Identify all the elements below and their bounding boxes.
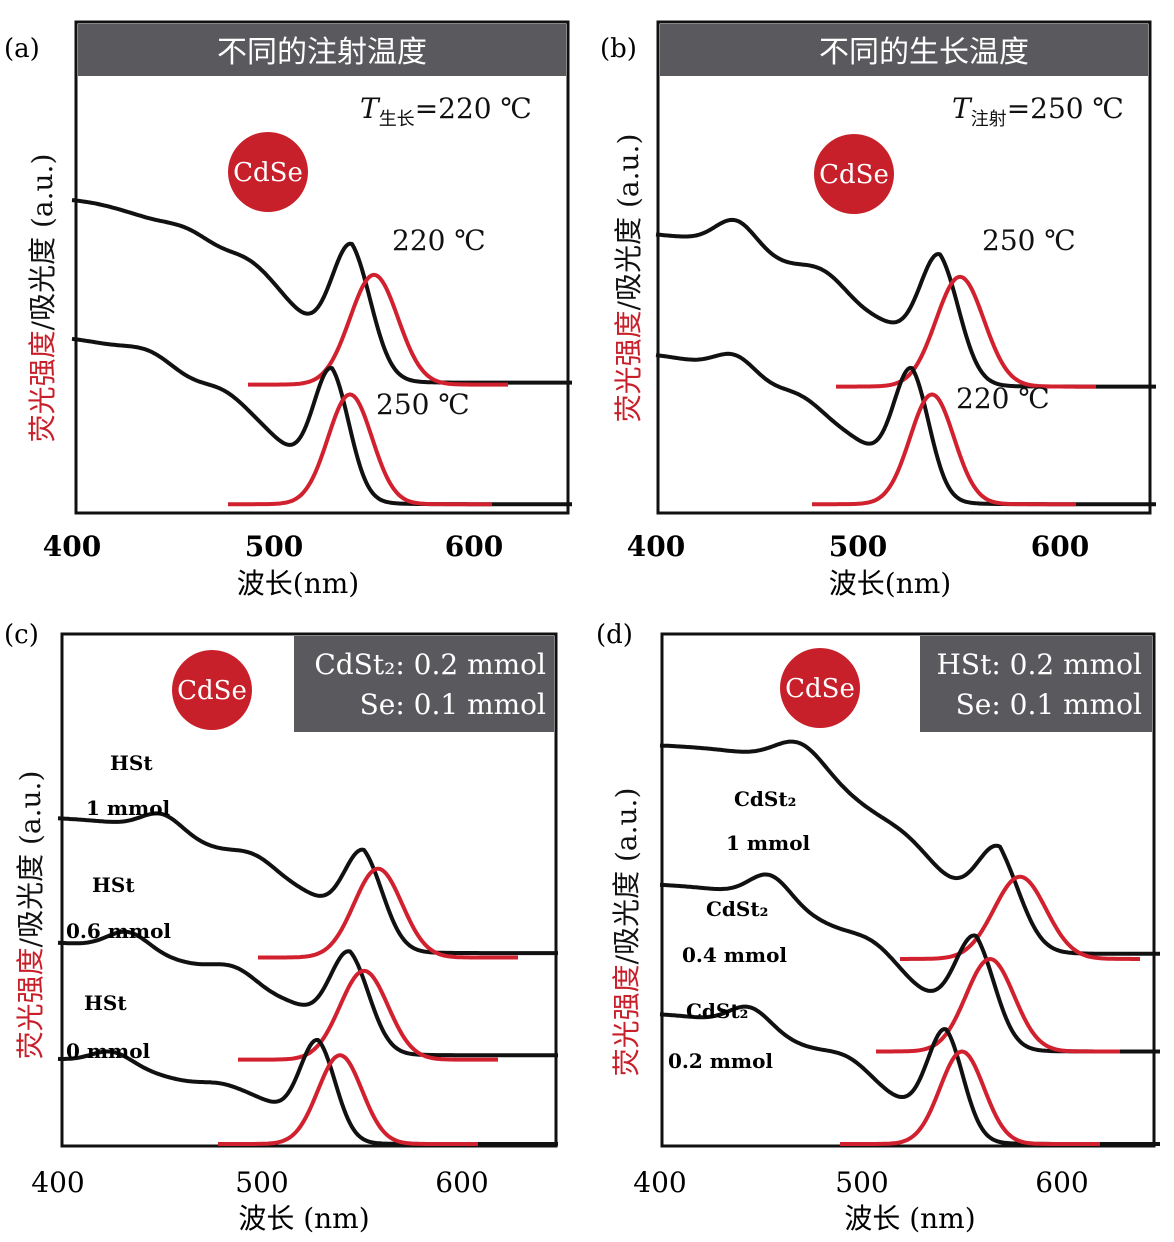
pl-curve-c-0 <box>258 866 518 960</box>
pl-curve-d-1 <box>876 957 1120 1054</box>
header-bar-a <box>78 24 566 76</box>
absorbance-curve-c-0 <box>57 811 558 956</box>
absorbance-curve-c-1 <box>57 929 558 1058</box>
series-label-c-2-bottom: 0 mmol <box>66 1039 151 1063</box>
curves-b <box>655 217 1156 507</box>
pl-curve-b-1 <box>812 392 1076 507</box>
x-tick-d-400: 400 <box>633 1166 686 1199</box>
x-axis-label-b: 波长(nm) <box>829 567 951 600</box>
panel-label-d: (d) <box>596 620 633 650</box>
pl-curve-c-1 <box>238 968 498 1062</box>
condition-box-c <box>294 636 554 732</box>
x-tick-c-500: 500 <box>235 1166 288 1199</box>
plot-frame-b <box>656 20 1152 515</box>
x-tick-b-500: 500 <box>829 530 887 563</box>
pl-curve-d-2 <box>840 1049 1100 1146</box>
series-label-c-1-top: HSt <box>92 873 135 897</box>
condition-box-d <box>920 636 1152 732</box>
x-axis-label-d: 波长 (nm) <box>844 1202 975 1235</box>
series-label-d-0-top: CdSt₂ <box>734 787 796 811</box>
pl-curve-d-0 <box>900 874 1140 961</box>
panel-a: (a) 不同的注射温度 T生长=220 ℃ CdSe 220 ℃ 250 ℃ 4… <box>4 20 572 600</box>
y-axis-label-b: 荧光强度/吸光度 (a.u.) <box>612 134 645 423</box>
header-title-b: 不同的生长温度 <box>819 35 1029 70</box>
header-title-a: 不同的注射温度 <box>217 35 427 70</box>
series-label-c-1-bottom: 0.6 mmol <box>66 919 171 943</box>
condition-line-c-0: CdSt₂: 0.2 mmol <box>314 648 546 681</box>
panel-label-b: (b) <box>600 34 637 64</box>
series-label-d-1-top: CdSt₂ <box>706 897 768 921</box>
series-label-a-0: 220 ℃ <box>392 224 486 257</box>
panel-b: (b) 不同的生长温度 T注射=250 ℃ CdSe 250 ℃ 220 ℃ 4… <box>600 20 1156 600</box>
y-axis-label-d: 荧光强度/吸光度 (a.u.) <box>610 788 643 1077</box>
panel-c: (c) CdSt₂: 0.2 mmol Se: 0.1 mmol CdSe HS… <box>4 620 558 1235</box>
series-label-a-1: 250 ℃ <box>376 388 470 421</box>
panel-d: (d) HSt: 0.2 mmol Se: 0.1 mmol CdSe CdSt… <box>596 620 1160 1235</box>
panel-label-a: (a) <box>4 34 40 64</box>
cdse-badge-label-c: CdSe <box>177 676 247 706</box>
condition-a: T生长=220 ℃ <box>360 92 532 130</box>
series-label-d-2-bottom: 0.2 mmol <box>668 1049 773 1073</box>
curves-c <box>57 811 558 1146</box>
panel-label-c: (c) <box>4 620 39 650</box>
plot-frame-a <box>74 20 570 515</box>
cdse-badge-c <box>172 650 252 730</box>
series-label-c-0-bottom: 1 mmol <box>86 796 171 820</box>
cdse-badge-b <box>814 134 894 214</box>
cdse-badge-label-d: CdSe <box>785 674 855 704</box>
series-label-d-1-bottom: 0.4 mmol <box>682 943 787 967</box>
pl-curve-b-0 <box>836 274 1096 389</box>
condition-line-d-1: Se: 0.1 mmol <box>956 688 1142 721</box>
x-tick-d-600: 600 <box>1035 1166 1088 1199</box>
curves-d <box>659 739 1160 1146</box>
x-tick-a-500: 500 <box>245 530 303 563</box>
x-tick-a-400: 400 <box>43 530 101 563</box>
series-label-d-0-bottom: 1 mmol <box>726 831 811 855</box>
series-label-c-0-top: HSt <box>110 751 153 775</box>
x-tick-b-600: 600 <box>1031 530 1089 563</box>
y-axis-label-c: 荧光强度/吸光度 (a.u.) <box>14 771 47 1060</box>
x-tick-a-600: 600 <box>445 530 503 563</box>
series-label-b-1: 220 ℃ <box>956 382 1050 415</box>
cdse-badge-a <box>228 132 308 212</box>
series-label-c-2-top: HSt <box>84 991 127 1015</box>
x-tick-c-600: 600 <box>435 1166 488 1199</box>
condition-b: T注射=250 ℃ <box>952 92 1124 130</box>
x-tick-c-400: 400 <box>31 1166 84 1199</box>
pl-curve-a-0 <box>248 272 508 387</box>
condition-line-c-1: Se: 0.1 mmol <box>360 688 546 721</box>
y-axis-label-a: 荧光强度/吸光度 (a.u.) <box>26 154 59 443</box>
pl-curve-a-1 <box>228 392 492 507</box>
cdse-badge-label-a: CdSe <box>233 158 303 188</box>
cdse-badge-d <box>780 648 860 728</box>
pl-curve-c-2 <box>218 1053 478 1146</box>
series-label-b-0: 250 ℃ <box>982 224 1076 257</box>
series-label-d-2-top: CdSt₂ <box>686 999 748 1023</box>
x-axis-label-a: 波长(nm) <box>237 567 359 600</box>
curves-a <box>71 198 572 507</box>
cdse-badge-label-b: CdSe <box>819 160 889 190</box>
x-tick-d-500: 500 <box>835 1166 888 1199</box>
header-bar-b <box>660 24 1148 76</box>
condition-line-d-0: HSt: 0.2 mmol <box>936 648 1142 681</box>
x-axis-label-c: 波长 (nm) <box>238 1202 369 1235</box>
x-tick-b-400: 400 <box>627 530 685 563</box>
